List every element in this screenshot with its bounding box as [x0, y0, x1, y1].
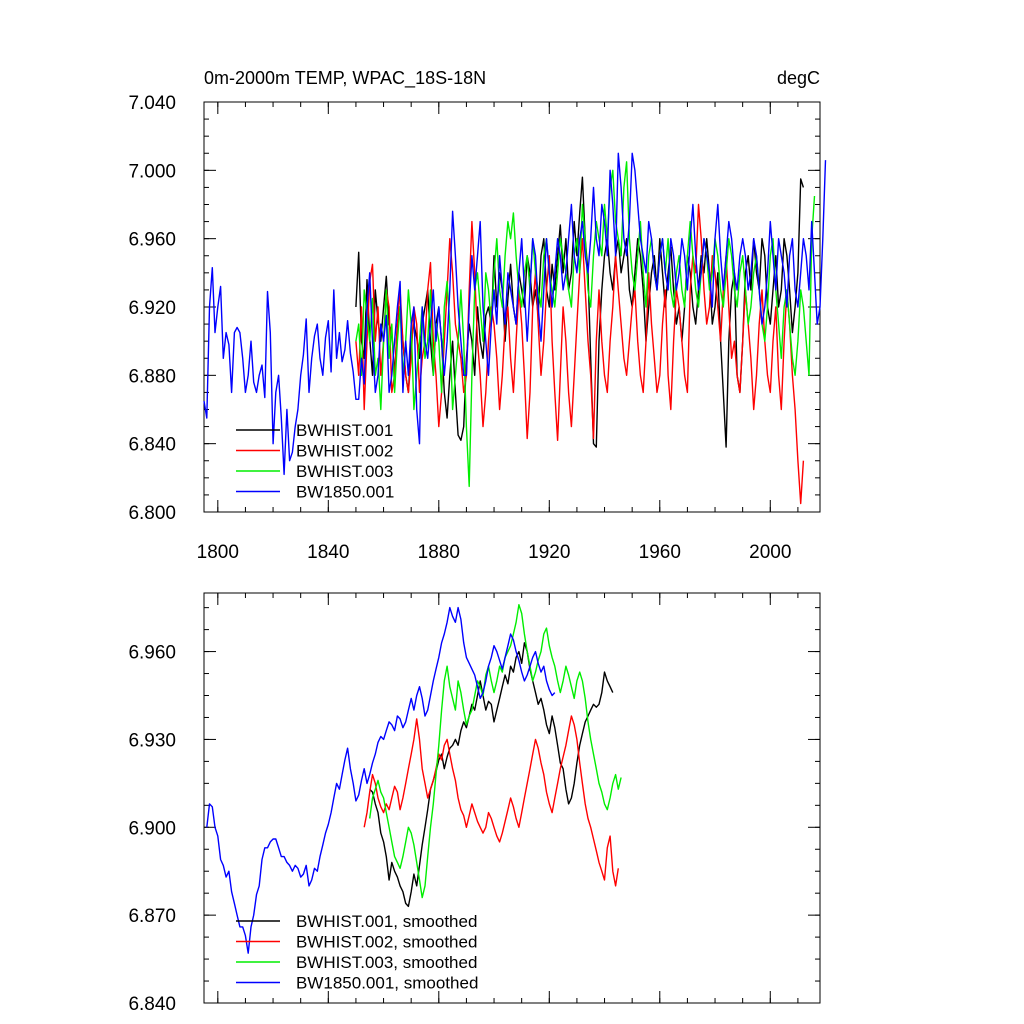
bottom-panel: 6.840 6.870 6.900 6.930 6.960 BWHIST.001, smo…: [128, 592, 821, 1015]
series-line: [369, 642, 614, 908]
y-tick-label: 6.960: [128, 230, 176, 251]
y-tick-label: 6.880: [128, 366, 176, 387]
y-tick-label: 6.900: [128, 818, 176, 839]
legend-label: BW1850.001: [296, 483, 394, 502]
series-line: [363, 715, 619, 887]
x-tick-label: 1840: [307, 542, 349, 563]
y-tick-label: 6.930: [128, 730, 176, 751]
chart-title: 0m-2000m TEMP, WPAC_18S-18N: [204, 68, 486, 89]
series-line: [369, 604, 622, 899]
units-label: degC: [777, 68, 820, 88]
legend-label: BWHIST.001: [296, 421, 393, 440]
y-tick-label: 6.840: [128, 994, 176, 1015]
y-tick-label: 6.800: [128, 503, 176, 524]
x-tick-label: 2000: [749, 542, 791, 563]
legend-label: BWHIST.003, smoothed: [296, 953, 477, 972]
legend-label: BW1850.001, smoothed: [296, 974, 478, 993]
y-tick-label: 7.000: [128, 161, 176, 182]
x-tick-label: 1960: [639, 542, 681, 563]
series-line: [355, 176, 805, 448]
legend-label: BWHIST.003: [296, 462, 393, 481]
series-line: [355, 161, 816, 488]
legend-label: BWHIST.002, smoothed: [296, 933, 477, 952]
x-tick-label: 1920: [528, 542, 570, 563]
y-tick-label: 6.870: [128, 906, 176, 927]
x-tick-label: 1800: [197, 542, 239, 563]
legend-label: BWHIST.001, smoothed: [296, 912, 477, 931]
top-panel: 0m-2000m TEMP, WPAC_18S-18N degC 6.800 6.…: [128, 68, 827, 563]
series-line: [203, 152, 827, 476]
series-line: [206, 606, 556, 954]
plot-frame: [203, 592, 821, 1004]
legend-label: BWHIST.002: [296, 442, 393, 461]
y-tick-label: 6.960: [128, 643, 176, 664]
y-tick-label: 6.840: [128, 435, 176, 456]
y-tick-label: 7.040: [128, 93, 176, 114]
x-tick-label: 1880: [418, 542, 460, 563]
y-tick-label: 6.920: [128, 298, 176, 319]
